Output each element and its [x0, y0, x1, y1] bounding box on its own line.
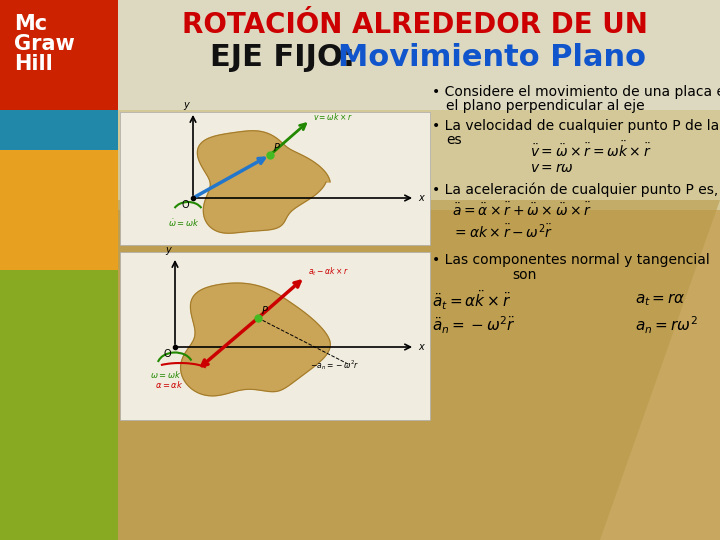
Text: • Considere el movimiento de una placa een: • Considere el movimiento de una placa e… — [432, 85, 720, 99]
Text: es: es — [446, 133, 462, 147]
Text: x: x — [418, 193, 424, 203]
Text: y: y — [166, 245, 171, 255]
Polygon shape — [181, 283, 330, 396]
Text: O: O — [181, 200, 189, 210]
Bar — [0, 110, 118, 150]
Bar — [118, 110, 720, 540]
Text: el plano perpendicular al eje: el plano perpendicular al eje — [446, 99, 644, 113]
Text: • La aceleración de cualquier punto P es,: • La aceleración de cualquier punto P es… — [432, 183, 719, 197]
Text: Hill: Hill — [14, 54, 53, 74]
Bar — [0, 0, 720, 110]
Text: $a_t-\alpha k\times r$: $a_t-\alpha k\times r$ — [308, 266, 348, 279]
Text: Mc: Mc — [14, 14, 47, 34]
Text: son: son — [512, 268, 536, 282]
Bar — [120, 112, 430, 245]
Bar — [0, 0, 118, 110]
Text: $v = r\omega$: $v = r\omega$ — [530, 161, 574, 175]
Text: $\dot{\omega}=\omega k$: $\dot{\omega}=\omega k$ — [168, 217, 199, 229]
Bar — [0, 270, 118, 540]
Polygon shape — [197, 131, 330, 233]
Text: EJE FIJO:: EJE FIJO: — [210, 44, 355, 72]
Bar — [0, 110, 118, 270]
Text: • La velocidad de cualquier punto P de la placa: • La velocidad de cualquier punto P de l… — [432, 119, 720, 133]
Text: Movimiento Plano: Movimiento Plano — [338, 44, 646, 72]
Text: $\alpha=\alpha k$: $\alpha=\alpha k$ — [155, 379, 184, 390]
Text: $\ddot{a}_t = \alpha\ddot{k}\times\ddot{r}$: $\ddot{a}_t = \alpha\ddot{k}\times\ddot{… — [432, 288, 511, 312]
Text: P: P — [274, 143, 280, 153]
Text: $\omega=\omega k$: $\omega=\omega k$ — [150, 369, 181, 380]
Text: • Las componentes normal y tangencial: • Las componentes normal y tangencial — [432, 253, 710, 267]
Text: y: y — [184, 100, 189, 110]
Polygon shape — [118, 200, 720, 540]
Text: $= \alpha k\times\ddot{r} - \omega^2\ddot{r}$: $= \alpha k\times\ddot{r} - \omega^2\ddo… — [452, 223, 553, 241]
Text: Graw: Graw — [14, 34, 75, 54]
Polygon shape — [118, 110, 720, 540]
Text: ROTACIÓN ALREDEDOR DE UN: ROTACIÓN ALREDEDOR DE UN — [182, 11, 648, 39]
Text: P: P — [262, 306, 268, 316]
Text: $a_t = r\alpha$: $a_t = r\alpha$ — [635, 292, 686, 308]
Text: O: O — [163, 349, 171, 359]
Text: $\ddot{a}_n = -\omega^2\ddot{r}$: $\ddot{a}_n = -\omega^2\ddot{r}$ — [432, 314, 516, 336]
Text: $v=\omega k\times r$: $v=\omega k\times r$ — [313, 111, 353, 122]
Text: $a_n = r\omega^2$: $a_n = r\omega^2$ — [635, 314, 698, 336]
Text: $-a_n=-\omega^2 r$: $-a_n=-\omega^2 r$ — [310, 357, 359, 372]
Text: $\ddot{a} = \ddot{\alpha}\times\ddot{r} + \ddot{\omega}\times\ddot{\omega}\times: $\ddot{a} = \ddot{\alpha}\times\ddot{r} … — [452, 201, 592, 219]
Text: x: x — [418, 342, 424, 352]
Bar — [120, 252, 430, 420]
Text: $\ddot{v} = \ddot{\omega}\times\ddot{r} = \omega\ddot{k}\times\ddot{r}$: $\ddot{v} = \ddot{\omega}\times\ddot{r} … — [530, 140, 652, 160]
Bar — [118, 110, 720, 210]
